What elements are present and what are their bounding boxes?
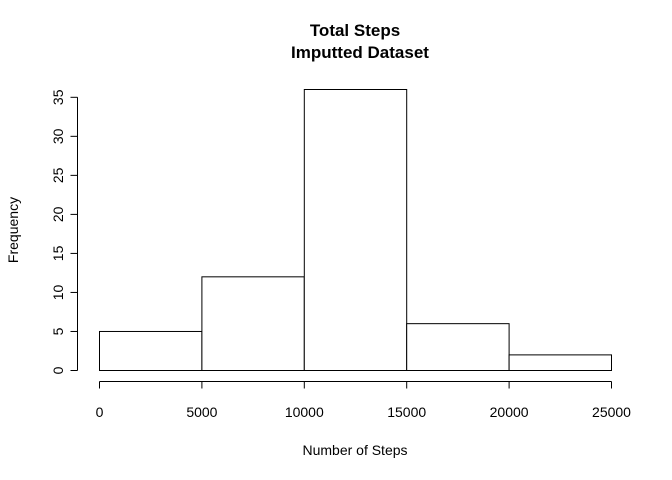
y-tick-label-2: 10 xyxy=(50,284,66,300)
x-tick-label-5: 25000 xyxy=(592,404,631,420)
x-tick-label-1: 5000 xyxy=(186,404,217,420)
x-axis: 0 5000 10000 15000 20000 25000 xyxy=(96,381,631,420)
histogram-bar-1 xyxy=(201,276,305,372)
histogram-bar-2 xyxy=(303,89,408,371)
x-tick-label-0: 0 xyxy=(96,404,104,420)
x-tick-label-3: 15000 xyxy=(387,404,426,420)
histogram-bar-0 xyxy=(99,330,203,372)
y-tick-label-6: 30 xyxy=(50,128,66,144)
y-tick-label-0: 0 xyxy=(50,366,66,374)
x-tick-label-4: 20000 xyxy=(490,404,529,420)
y-axis-label: Frequency xyxy=(5,197,21,263)
y-axis: 0 5 10 15 20 25 30 35 xyxy=(50,89,78,374)
chart-subtitle: Imputted Dataset xyxy=(291,43,429,62)
y-tick-label-1: 5 xyxy=(50,327,66,335)
y-tick-label-7: 35 xyxy=(50,89,66,105)
bars-group xyxy=(99,89,613,372)
histogram-bar-3 xyxy=(406,323,510,371)
x-tick-label-2: 10000 xyxy=(285,404,324,420)
chart-title: Total Steps xyxy=(310,21,400,40)
x-axis-label: Number of Steps xyxy=(302,442,407,458)
y-tick-label-3: 15 xyxy=(50,245,66,261)
histogram-bar-4 xyxy=(508,354,613,371)
y-tick-label-4: 20 xyxy=(50,206,66,222)
y-tick-label-5: 25 xyxy=(50,167,66,183)
